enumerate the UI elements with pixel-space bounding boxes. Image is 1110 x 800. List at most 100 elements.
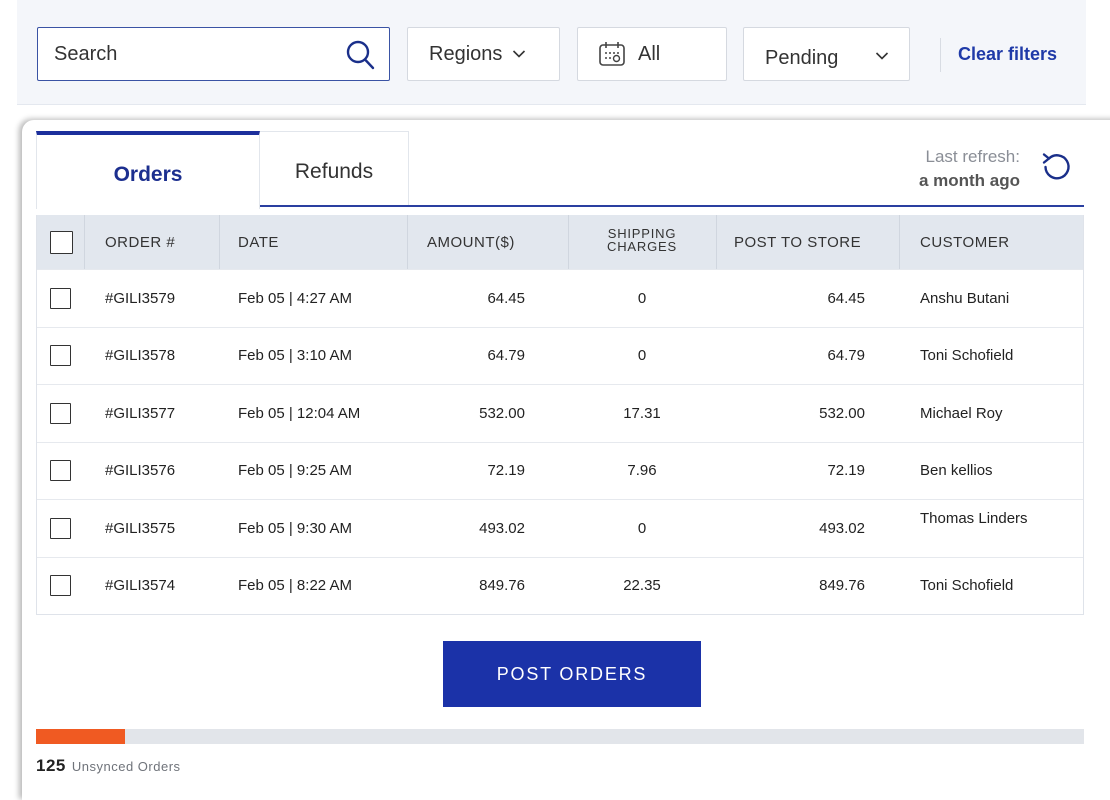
order-amount: 72.19	[487, 462, 525, 480]
table-row[interactable]: #GILI3579 Feb 05 | 4:27 AM 64.45 0 64.45…	[37, 269, 1083, 327]
table-row[interactable]: #GILI3578 Feb 05 | 3:10 AM 64.79 0 64.79…	[37, 326, 1083, 385]
header-shipping-line2: CHARGES	[607, 239, 677, 254]
column-separator	[84, 215, 85, 269]
search-input[interactable]	[54, 42, 324, 66]
chevron-down-icon	[875, 52, 889, 60]
row-check-cell	[50, 287, 71, 309]
row-check-cell	[50, 345, 71, 367]
post-to-store: 64.79	[827, 347, 865, 365]
customer-name: Toni Schofield	[920, 577, 1014, 595]
column-separator	[899, 215, 900, 269]
sync-progress-bar	[36, 729, 1084, 744]
column-separator	[716, 215, 717, 269]
date-filter[interactable]: All	[577, 27, 727, 81]
order-date: Feb 05 | 4:27 AM	[238, 289, 352, 307]
post-to-store: 493.02	[819, 519, 865, 537]
post-orders-button[interactable]: POST ORDERS	[443, 641, 701, 707]
header-shipping[interactable]: SHIPPING CHARGES	[597, 227, 687, 253]
status-label: Pending	[765, 46, 839, 69]
filter-divider	[940, 38, 941, 72]
regions-label: Regions	[429, 42, 503, 65]
order-date: Feb 05 | 9:30 AM	[238, 519, 352, 537]
column-separator	[568, 215, 569, 269]
row-checkbox[interactable]	[50, 460, 71, 482]
order-date: Feb 05 | 8:22 AM	[238, 577, 352, 595]
post-to-store: 72.19	[827, 462, 865, 480]
regions-dropdown[interactable]: Regions	[407, 27, 560, 81]
shipping-charges: 0	[637, 289, 647, 307]
order-amount: 849.76	[479, 577, 525, 595]
unsynced-orders: 125 Unsynced Orders	[36, 756, 181, 776]
last-refresh-value: a month ago	[918, 171, 1020, 190]
shipping-charges: 22.35	[623, 577, 661, 595]
column-separator	[219, 215, 220, 269]
shipping-charges: 0	[637, 347, 647, 365]
row-check-cell	[50, 575, 71, 597]
tab-orders[interactable]: Orders	[36, 131, 260, 209]
header-post-to-store[interactable]: POST TO STORE	[734, 233, 862, 251]
clear-filters-link[interactable]: Clear filters	[958, 44, 1058, 64]
search-box[interactable]	[37, 27, 390, 81]
shipping-charges: 0	[637, 519, 647, 537]
tab-refunds[interactable]: Refunds	[260, 131, 409, 205]
shipping-charges: 7.96	[627, 462, 657, 480]
order-number: #GILI3574	[105, 577, 176, 595]
calendar-icon	[599, 42, 625, 66]
customer-name: Michael Roy	[920, 404, 1003, 422]
unsynced-count: 125	[36, 756, 66, 775]
header-customer[interactable]: CUSTOMER	[920, 233, 1010, 251]
table-row[interactable]: #GILI3576 Feb 05 | 9:25 AM 72.19 7.96 72…	[37, 441, 1083, 500]
search-icon[interactable]	[345, 40, 375, 70]
row-check-cell	[50, 402, 71, 424]
post-to-store: 532.00	[819, 404, 865, 422]
last-refresh-label: Last refresh:	[925, 147, 1021, 166]
order-date: Feb 05 | 3:10 AM	[238, 347, 352, 365]
order-number: #GILI3578	[105, 347, 176, 365]
order-number: #GILI3575	[105, 519, 176, 537]
customer-name: Ben kellios	[920, 462, 993, 480]
select-all-cell	[50, 230, 73, 254]
order-number: #GILI3577	[105, 404, 176, 422]
date-filter-label: All	[638, 42, 661, 65]
post-to-store: 64.45	[827, 289, 865, 307]
table-row[interactable]: #GILI3574 Feb 05 | 8:22 AM 849.76 22.35 …	[37, 556, 1083, 615]
customer-name: Anshu Butani	[920, 289, 1010, 307]
order-number: #GILI3576	[105, 462, 176, 480]
row-checkbox[interactable]	[50, 517, 71, 539]
customer-name: Toni Schofield	[920, 347, 1014, 365]
table-header: ORDER # DATE AMOUNT($) SHIPPING CHARGES …	[37, 215, 1083, 269]
order-amount: 532.00	[479, 404, 525, 422]
tab-bar: Orders Refunds Last refresh: a month ago	[36, 131, 1084, 209]
orders-panel: Orders Refunds Last refresh: a month ago…	[22, 120, 1110, 800]
sync-progress-fill	[36, 729, 126, 744]
order-date: Feb 05 | 9:25 AM	[238, 462, 352, 480]
table-row[interactable]: #GILI3575 Feb 05 | 9:30 AM 493.02 0 493.…	[37, 499, 1083, 557]
order-amount: 64.79	[487, 347, 525, 365]
refresh-icon[interactable]	[1040, 150, 1074, 184]
row-checkbox[interactable]	[50, 345, 71, 367]
order-date: Feb 05 | 12:04 AM	[238, 404, 361, 422]
unsynced-label: Unsynced Orders	[71, 759, 181, 774]
table-row[interactable]: #GILI3577 Feb 05 | 12:04 AM 532.00 17.31…	[37, 384, 1083, 442]
header-date[interactable]: DATE	[238, 233, 279, 251]
chevron-down-icon	[513, 50, 526, 58]
row-check-cell	[50, 460, 71, 482]
select-all-checkbox[interactable]	[50, 230, 73, 254]
header-order[interactable]: ORDER #	[105, 233, 176, 251]
post-to-store: 849.76	[819, 577, 865, 595]
customer-name: Thomas Linders	[920, 510, 1028, 527]
column-separator	[407, 215, 408, 269]
header-shipping-line1: SHIPPING	[607, 226, 677, 241]
row-checkbox[interactable]	[50, 575, 71, 597]
header-amount[interactable]: AMOUNT($)	[427, 233, 515, 251]
row-checkbox[interactable]	[50, 402, 71, 424]
order-number: #GILI3579	[105, 289, 176, 307]
row-checkbox[interactable]	[50, 287, 71, 309]
order-amount: 64.45	[487, 289, 525, 307]
status-dropdown[interactable]: Pending	[743, 27, 910, 81]
filter-bar: Regions All Pending Clear filters	[17, 0, 1086, 105]
shipping-charges: 17.31	[623, 404, 661, 422]
row-check-cell	[50, 517, 71, 539]
orders-table: ORDER # DATE AMOUNT($) SHIPPING CHARGES …	[36, 215, 1084, 615]
last-refresh: Last refresh: a month ago	[919, 145, 1020, 193]
